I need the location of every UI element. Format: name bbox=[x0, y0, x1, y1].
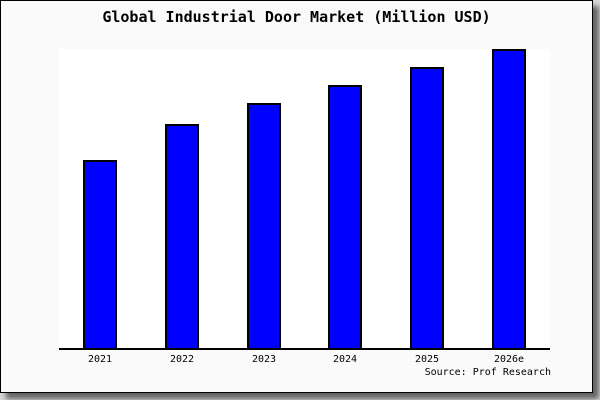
x-axis-tick-labels: 2021 2022 2023 2024 2025 2026e bbox=[59, 354, 550, 368]
bar-2023 bbox=[247, 103, 281, 348]
bar-2021 bbox=[83, 160, 117, 348]
x-tick-2026e: 2026e bbox=[493, 354, 525, 365]
bar-2024 bbox=[328, 85, 362, 348]
x-tick-2024: 2024 bbox=[332, 354, 358, 365]
x-tick-2023: 2023 bbox=[251, 354, 277, 365]
x-tick-2022: 2022 bbox=[169, 354, 195, 365]
chart-frame: Global Industrial Door Market (Million U… bbox=[0, 0, 593, 393]
chart-title: Global Industrial Door Market (Million U… bbox=[102, 8, 491, 26]
bar-2026e bbox=[492, 49, 526, 348]
plot-area bbox=[59, 49, 550, 350]
bar-2022 bbox=[165, 124, 199, 348]
x-tick-2021: 2021 bbox=[87, 354, 113, 365]
source-credit: Source: Prof Research bbox=[424, 367, 551, 378]
x-tick-2025: 2025 bbox=[414, 354, 440, 365]
bar-2025 bbox=[410, 67, 444, 348]
